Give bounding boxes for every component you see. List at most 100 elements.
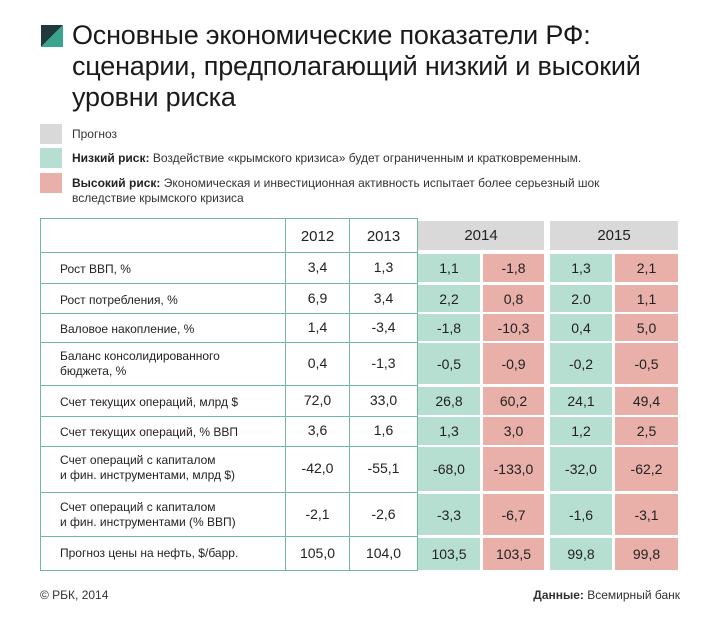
cell-2014-low-risk: 1,1	[418, 254, 480, 282]
cell-2014-high-risk: 0,8	[483, 285, 544, 312]
cell-2013: 1,3	[373, 259, 394, 275]
table-hline	[40, 218, 417, 219]
cell-2012: 1,4	[307, 318, 328, 335]
cell-2012: 3,6	[307, 422, 328, 438]
row-label: Валовое накопление, %	[60, 322, 195, 336]
table-hline	[40, 570, 417, 571]
cell-2015-high-risk: 5,0	[615, 314, 678, 341]
header-2013: 2013	[366, 227, 401, 245]
table-hline	[40, 252, 417, 253]
cell-2014-high-risk: -6,7	[483, 494, 544, 535]
page-title: Основные экономические показатели РФ: сц…	[72, 20, 641, 112]
cell-2014-low-risk: -68,0	[418, 447, 480, 491]
table-vline	[285, 218, 286, 571]
cell-2014-high-risk: -133,0	[483, 447, 544, 491]
cell-2015-low-risk: 24,1	[550, 387, 612, 415]
cell-2014-high-risk: -0,9	[483, 343, 544, 384]
legend-high-risk-title: Высокий риск:	[72, 176, 161, 190]
cell-2014-high-risk: -10,3	[483, 314, 544, 341]
high-risk-swatch	[40, 173, 62, 193]
table-vline	[349, 218, 350, 571]
cell-2015-low-risk: 0,4	[550, 314, 612, 341]
cell-2015-high-risk: 49,4	[615, 387, 678, 415]
data-source-text: Всемирный банк	[583, 588, 680, 602]
cell-2014-low-risk: 1,3	[418, 417, 480, 445]
cell-2014-high-risk: 3,0	[483, 417, 544, 445]
table-hline	[40, 283, 417, 284]
cell-2012: 105,0	[299, 545, 336, 561]
table-hline	[40, 416, 417, 417]
row-label: Баланс консолидированного бюджета, %	[60, 349, 220, 378]
cell-2015-high-risk: -62,2	[615, 447, 678, 491]
cell-2012: -42,0	[301, 460, 334, 476]
row-label: Счет операций с капиталом и фин. инструм…	[60, 453, 236, 482]
forecast-swatch	[40, 124, 62, 144]
cell-2015-low-risk: -32,0	[550, 447, 612, 491]
indicators-table: 2012 2013 2014 2015 Рост ВВП, % 3,4 1,3 1,1 -1,8…	[40, 218, 680, 571]
table-vline	[40, 218, 41, 571]
data-source: Данные: Всемирный банк	[533, 588, 680, 602]
data-source-label: Данные:	[533, 588, 584, 602]
legend-high-risk: Высокий риск: Экономическая и инвестицио…	[40, 173, 662, 206]
legend-forecast: Прогноз	[40, 124, 117, 144]
cell-2013: 1,6	[373, 422, 394, 438]
cell-2013: -55,1	[367, 460, 400, 476]
cell-2014-low-risk: 26,8	[418, 387, 480, 415]
table-hline	[40, 536, 417, 537]
table-hline	[40, 446, 417, 447]
cell-2013: 104,0	[365, 545, 402, 561]
cell-2013: -3,4	[371, 318, 396, 335]
cell-2014-low-risk: -1,8	[418, 314, 480, 341]
legend-low-risk: Низкий риск: Воздействие «крымского криз…	[40, 148, 581, 168]
rbc-logo-icon	[41, 25, 63, 47]
cell-2015-high-risk: -0,5	[615, 343, 678, 384]
cell-2015-low-risk: 99,8	[550, 538, 612, 570]
cell-2013: 3,4	[373, 289, 394, 306]
table-hline	[40, 313, 417, 314]
cell-2014-high-risk: -1,8	[483, 254, 544, 282]
copyright: © РБК, 2014	[40, 588, 109, 602]
row-label: Прогноз цены на нефть, $/барр.	[60, 546, 239, 560]
cell-2015-low-risk: 2.0	[550, 285, 612, 312]
cell-2012: -2,1	[305, 505, 330, 522]
cell-2015-low-risk: 1,2	[550, 417, 612, 445]
cell-2015-high-risk: -3,1	[615, 494, 678, 535]
cell-2015-high-risk: 1,1	[615, 285, 678, 312]
cell-2015-low-risk: 1,3	[550, 254, 612, 282]
cell-2014-high-risk: 103,5	[483, 538, 544, 570]
legend-low-risk-text: Воздействие «крымского кризиса» будет ог…	[149, 151, 582, 165]
cell-2014-low-risk: 103,5	[418, 538, 480, 570]
cell-2012: 6,9	[307, 289, 328, 306]
cell-2013: -1,3	[371, 354, 396, 371]
cell-2012: 72,0	[303, 392, 332, 408]
cell-2013: -2,6	[371, 505, 396, 522]
cell-2015-high-risk: 99,8	[615, 538, 678, 570]
row-label: Рост потребления, %	[60, 293, 178, 307]
table-hline	[40, 385, 417, 386]
cell-2013: 33,0	[369, 392, 398, 408]
legend-low-risk-title: Низкий риск:	[72, 151, 150, 165]
cell-2012: 3,4	[307, 259, 328, 275]
cell-2014-low-risk: 2,2	[418, 285, 480, 312]
cell-2014-high-risk: 60,2	[483, 387, 544, 415]
header-2014: 2014	[418, 221, 544, 250]
legend-high-risk-text: Экономическая и инвестиционная активност…	[72, 176, 600, 205]
cell-2015-high-risk: 2,5	[615, 417, 678, 445]
cell-2015-high-risk: 2,1	[615, 254, 678, 282]
header-2012: 2012	[300, 227, 335, 245]
legend-forecast-label: Прогноз	[72, 127, 118, 141]
row-label: Рост ВВП, %	[60, 262, 131, 276]
table-vline	[417, 218, 418, 571]
cell-2015-low-risk: -1,6	[550, 494, 612, 535]
table-hline	[40, 342, 417, 343]
cell-2015-low-risk: -0,2	[550, 343, 612, 384]
cell-2014-low-risk: -0,5	[418, 343, 480, 384]
row-label: Счет текущих операций, млрд $	[60, 395, 239, 409]
header-2015: 2015	[550, 221, 678, 250]
cell-2014-low-risk: -3,3	[418, 494, 480, 535]
cell-2012: 0,4	[307, 354, 328, 371]
low-risk-swatch	[40, 148, 62, 168]
row-label: Счет текущих операций, % ВВП	[60, 425, 238, 439]
table-hline	[40, 492, 417, 493]
row-label: Счет операций с капиталом и фин. инструм…	[60, 500, 236, 529]
